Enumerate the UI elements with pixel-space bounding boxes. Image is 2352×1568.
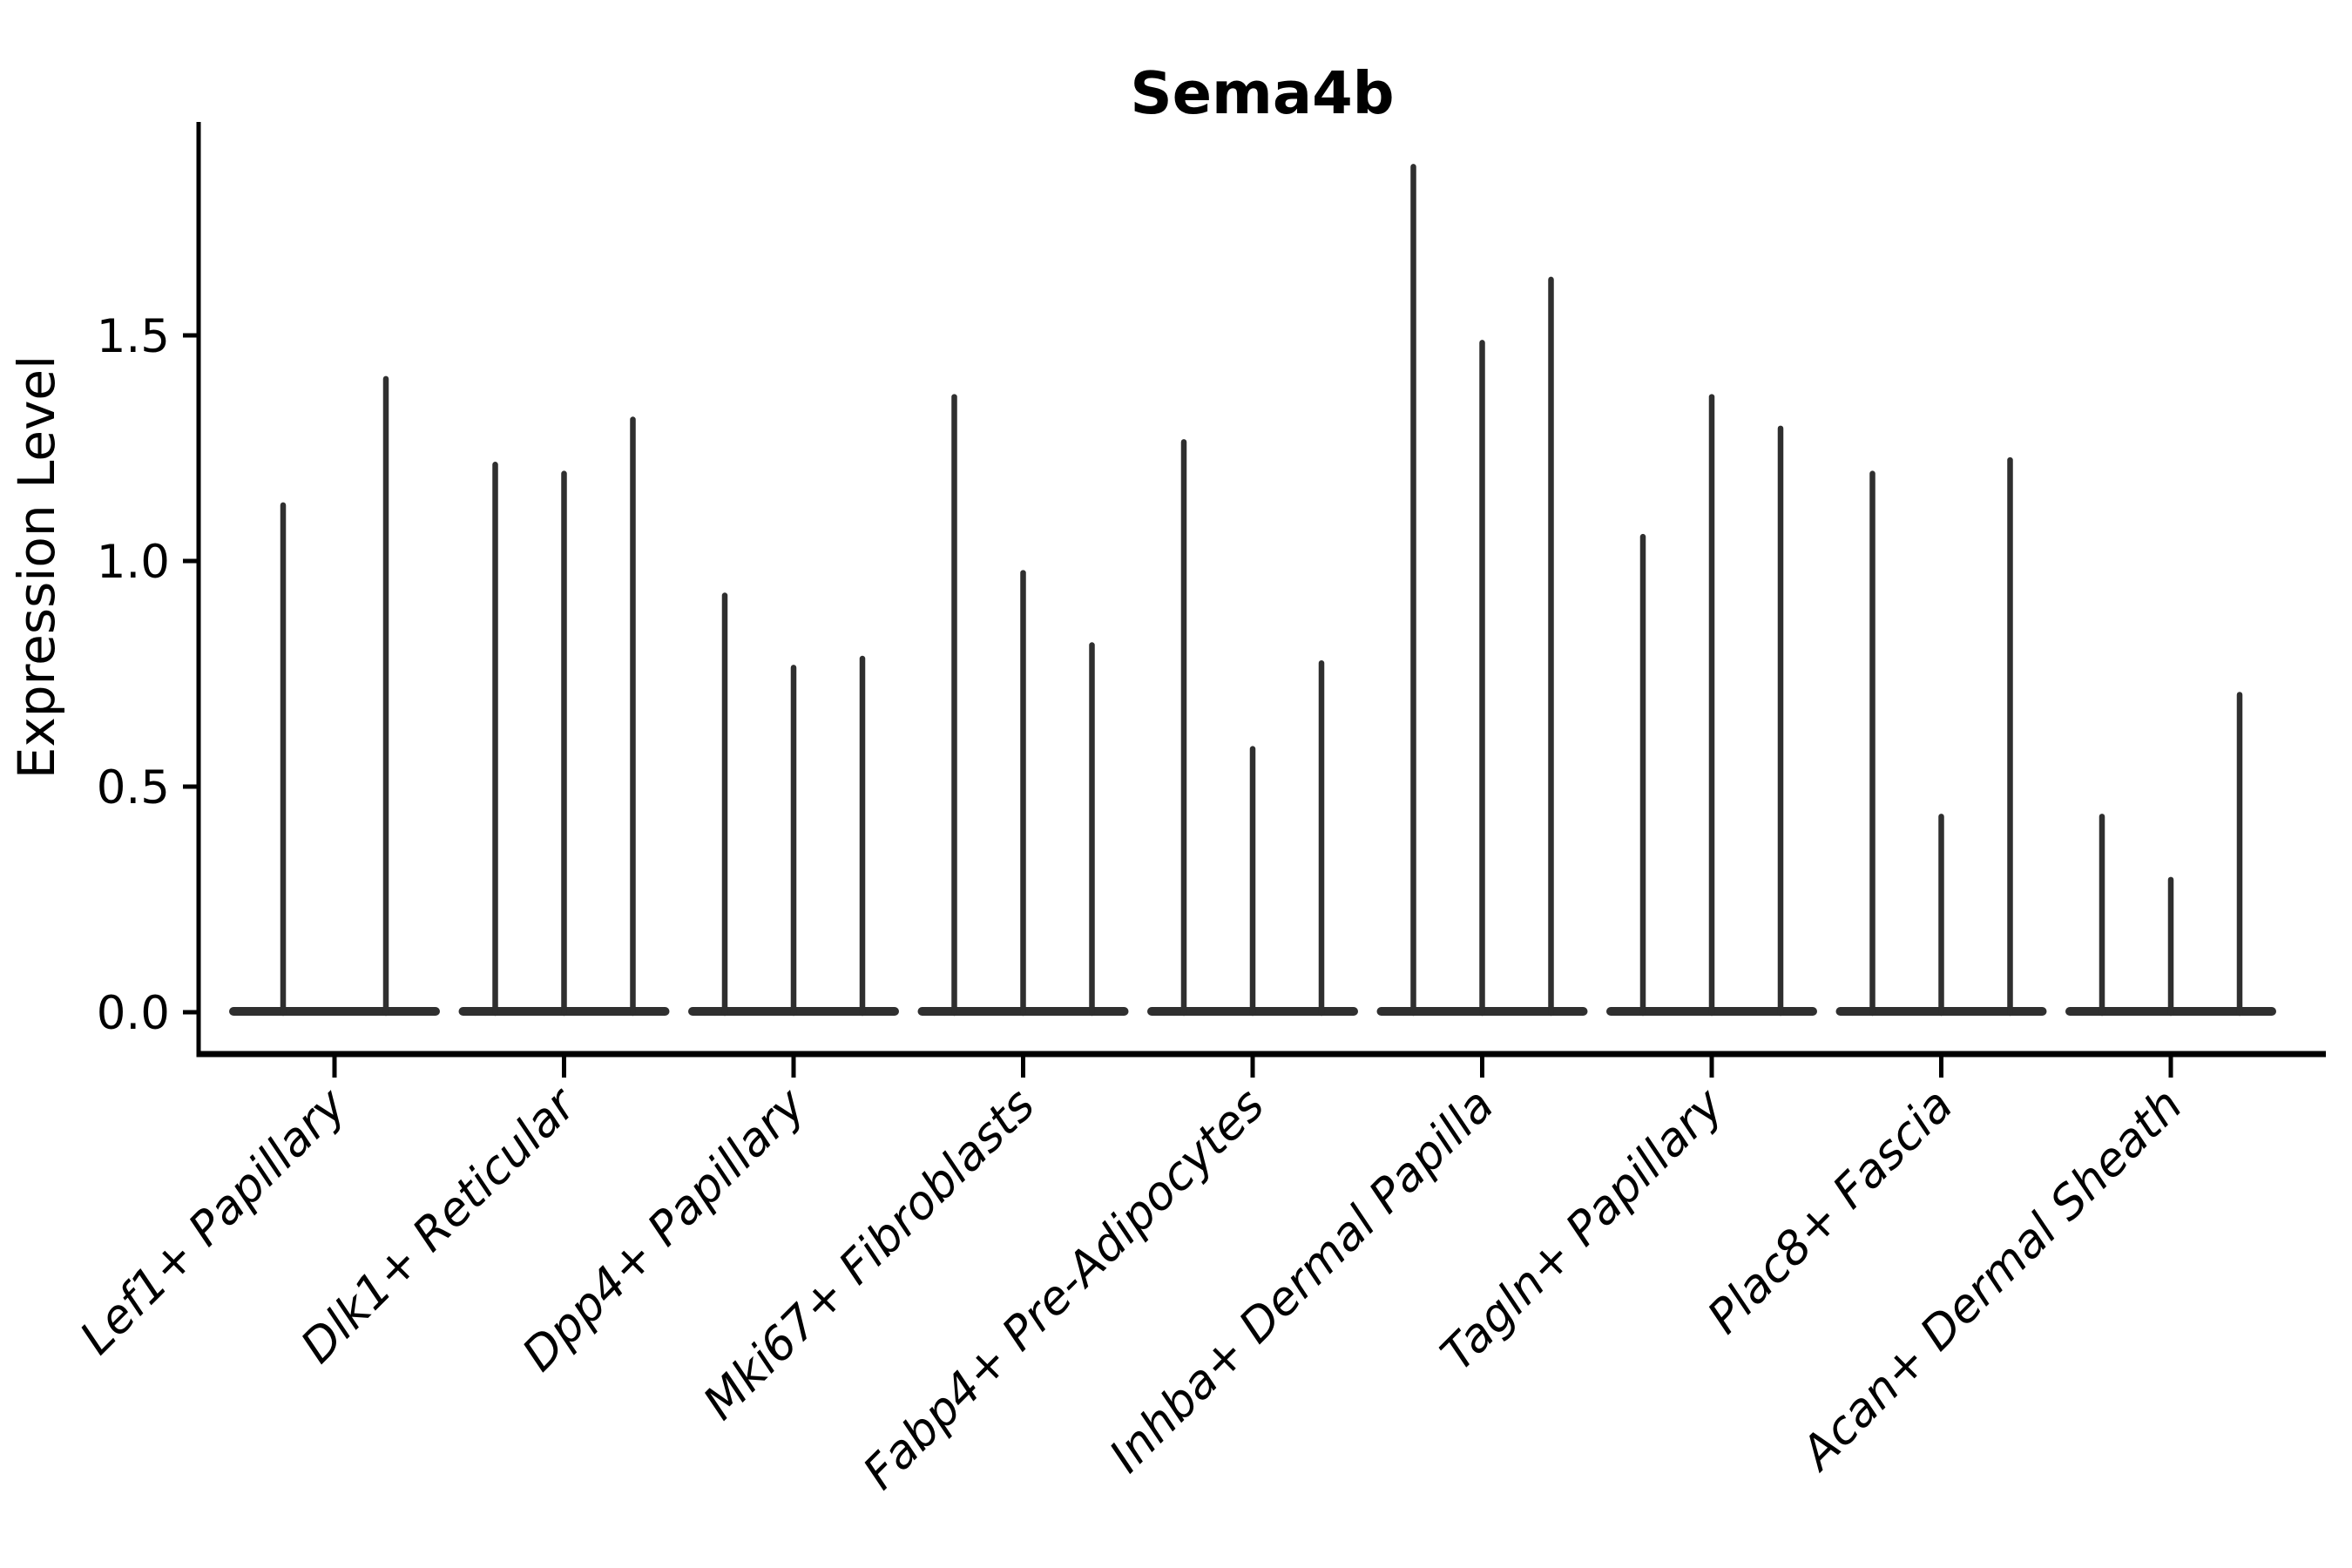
y-tick-label: 0.5 [97, 761, 170, 814]
x-tick-label: Acan+ Dermal Sheath [1790, 1078, 2193, 1482]
x-tick-label: Inhba+ Dermal Papilla [1099, 1078, 1504, 1483]
x-tick-label: Fabp4+ Pre-Adipocytes [854, 1078, 1275, 1500]
plot-title: Sema4b [1130, 59, 1394, 127]
violin-base [229, 1007, 440, 1016]
y-tick-label: 1.5 [97, 310, 170, 363]
y-tick-label: 1.0 [97, 536, 170, 589]
y-axis-label: Expression Level [7, 355, 66, 779]
y-tick-label: 0.0 [97, 987, 170, 1040]
violins-layer [229, 164, 2276, 1017]
x-tick-label: Plac8+ Fascia [1698, 1078, 1963, 1344]
y-ticks-layer: 0.0 0.5 1.0 1.5 [97, 310, 199, 1040]
